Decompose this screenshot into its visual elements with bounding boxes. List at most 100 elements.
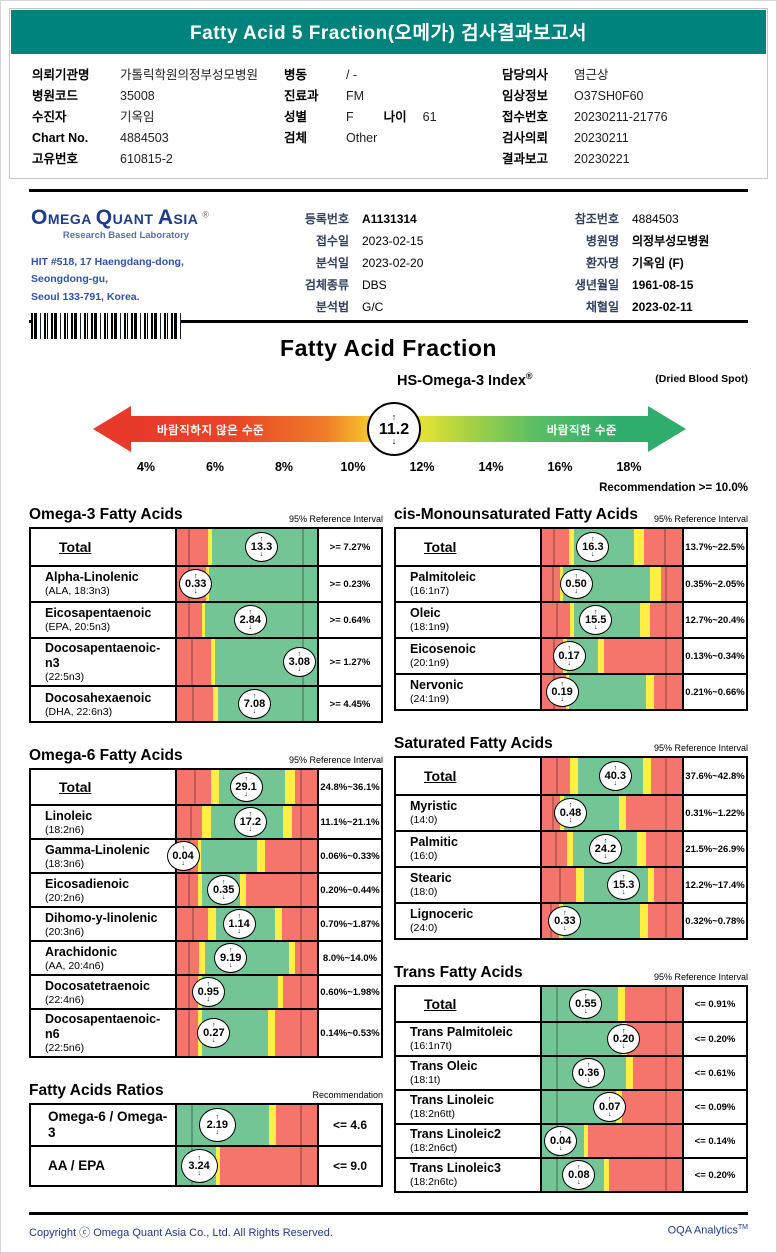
field-label: 수진자 <box>32 110 67 124</box>
reference-interval: >= 4.45% <box>317 687 381 722</box>
bar-segment-red <box>624 987 682 1021</box>
reference-range-bar: ↑ 3.08 ↓ <box>177 639 317 686</box>
patient-info-column-3: 담당의사 염근상 임상정보 O37SH0F60 접수번호 20230211-21776 검사… <box>502 65 752 170</box>
value-bubble: ↑ 16.3 ↓ <box>576 532 610 562</box>
measured-value: 0.19 <box>551 685 573 698</box>
fatty-acid-name: Trans Linoleic3 (18:2n6tc) <box>396 1159 542 1191</box>
patient-info-column-1: 의뢰기관명 가톨릭학원의정부성모병원 병원코드 35008 수진자 기옥임 Chart No… <box>32 65 284 170</box>
omega6-table-section: Omega-6 Fatty Acids 95% Reference Interva… <box>29 747 383 1059</box>
acid-notation: (18:2n6ct) <box>410 1142 458 1155</box>
acid-name: Total <box>424 767 457 784</box>
bar-segment-red <box>588 1125 682 1157</box>
bar-segment-yellow <box>603 1159 610 1191</box>
bar-tick <box>665 758 668 794</box>
value-bubble: ↑ 0.08 ↓ <box>562 1160 596 1190</box>
acid-notation: (18:1n9) <box>410 621 450 634</box>
fatty-acid-name: Docosapentaenoic-n6 (22:5n6) <box>31 1010 177 1057</box>
measured-value: 0.08 <box>568 1168 590 1181</box>
down-arrow-icon: ↓ <box>221 893 226 901</box>
down-arrow-icon: ↓ <box>197 1169 201 1177</box>
acid-notation: (20:1n9) <box>410 657 450 670</box>
measured-value: 0.95 <box>197 985 219 998</box>
fatty-acid-name: Omega-6 / Omega-3 <box>31 1105 177 1146</box>
acid-notation: (16:1n7t) <box>410 1040 453 1053</box>
fatty-acid-name: Dihomo-y-linolenic (20:3n6) <box>31 908 177 941</box>
table-row: Palmitoleic (16:1n7) ↑ 0.50 ↓ 0.35%~2.05% <box>396 565 746 601</box>
table: Total ↑ 16.3 ↓ 13.7%~22.5% Palmitoleic (16:1n7… <box>394 527 748 711</box>
bar-tick <box>192 687 195 722</box>
bar-segment-red <box>609 1159 682 1191</box>
bar-tick <box>556 1159 558 1191</box>
up-arrow-icon: ↑ <box>244 775 248 783</box>
reference-range-bar: ↑ 9.19 ↓ <box>177 942 317 975</box>
bar-tick <box>665 868 668 902</box>
reference-interval: <= 0.09% <box>682 1091 746 1123</box>
measured-value: 9.19 <box>219 951 242 964</box>
bar-segment-red <box>542 832 568 866</box>
omega3-index-gauge: 바람직하지 않은 수준 바람직한 수준 ↑ 11.2 ↓ <box>29 401 748 457</box>
bar-tick <box>191 1105 193 1146</box>
gauge-left-arrow-icon <box>93 406 131 452</box>
down-arrow-icon: ↓ <box>603 852 608 860</box>
bar-tick <box>188 529 191 565</box>
bar-segment-yellow <box>634 529 645 565</box>
table-row: Eicosadienoic (20:2n6) ↑ 0.35 ↓ 0.20%~0.44% <box>31 872 381 907</box>
index-value-marker: ↑ 11.2 ↓ <box>367 402 421 456</box>
bar-segment-red <box>649 603 682 637</box>
reference-interval: 21.5%~26.9% <box>682 832 746 866</box>
left-table-column: Omega-3 Fatty Acids 95% Reference Interva… <box>29 506 383 1217</box>
scale-tick-label: 8% <box>274 460 294 474</box>
patient-info-row: 검체 Other <box>284 128 502 149</box>
patient-info-row: Chart No. 4884503 <box>32 128 284 149</box>
bar-segment-red <box>291 806 317 839</box>
saturated-table-section: Saturated Fatty Acids 95% Reference Inter… <box>394 735 748 940</box>
bar-segment-yellow <box>202 806 211 839</box>
measured-value: 0.04 <box>172 849 194 862</box>
measured-value: 0.36 <box>577 1066 600 1079</box>
reference-range-bar: ↑ 0.20 ↓ <box>542 1023 682 1055</box>
reference-interval: 12.7%~20.4% <box>682 603 746 637</box>
down-arrow-icon: ↓ <box>586 1076 591 1084</box>
bar-segment-yellow <box>207 908 217 941</box>
fatty-acid-name: Gamma-Linolenic (18:3n6) <box>31 840 177 873</box>
bar-segment-yellow <box>267 1010 275 1057</box>
lab-info-middle-column: 등록번호 A1131314 접수일 2023-02-15 분석일 2023-02-20 검체… <box>255 208 424 318</box>
down-arrow-icon: ↓ <box>212 1036 216 1044</box>
patient-info-row: 결과보고 20230221 <box>502 149 752 170</box>
bar-tick <box>301 529 304 565</box>
patient-info-row: 수진자 기옥임 <box>32 107 284 128</box>
reference-range-bar: ↑ 7.08 ↓ <box>177 687 317 722</box>
bar-tick <box>300 770 303 805</box>
reference-interval: 11.1%~21.1% <box>317 806 381 839</box>
down-arrow-icon: ↓ <box>193 587 198 595</box>
value-bubble: ↑ 0.19 ↓ <box>545 677 579 707</box>
bar-segment-green <box>568 675 646 709</box>
up-arrow-icon: ↑ <box>563 909 567 917</box>
bar-segment-yellow <box>210 639 215 686</box>
measured-value: 0.27 <box>203 1026 225 1039</box>
bar-tick <box>665 1091 668 1123</box>
reference-range-bar: ↑ 0.95 ↓ <box>177 976 317 1009</box>
bar-tick <box>556 758 558 794</box>
table-row: Dihomo-y-linolenic (20:3n6) ↑ 1.14 ↓ 0.70%~1.… <box>31 906 381 941</box>
acid-name: Total <box>424 995 457 1012</box>
acid-name: Oleic <box>410 606 441 621</box>
table-row: Arachidonic (AA, 20:4n6) ↑ 9.19 ↓ 8.0%~14.0% <box>31 940 381 975</box>
reference-interval: 0.31%~1.22% <box>682 796 746 830</box>
fatty-acid-name: Nervonic (24:1n9) <box>396 675 542 709</box>
bar-tick <box>193 770 196 805</box>
table-row: Total ↑ 40.3 ↓ 37.6%~42.8% <box>396 758 746 794</box>
patient-info: 의뢰기관명 가톨릭학원의정부성모병원 병원코드 35008 수진자 기옥임 Chart No… <box>10 55 767 172</box>
table-row: Total ↑ 13.3 ↓ >= 7.27% <box>31 529 381 565</box>
bar-segment-yellow <box>202 603 205 637</box>
field-value: 2023-02-20 <box>362 256 424 270</box>
down-arrow-icon: ↓ <box>584 1007 588 1015</box>
field-value: 염근상 <box>574 68 609 82</box>
bar-segment-yellow <box>648 868 654 902</box>
up-arrow-icon: ↑ <box>591 535 595 543</box>
field-label: 병원코드 <box>32 89 79 103</box>
field-value: 2023-02-11 <box>632 300 693 314</box>
table-row: Docosatetraenoic (22:4n6) ↑ 0.95 ↓ 0.60%~1.98… <box>31 974 381 1009</box>
field-value: 1961-08-15 <box>632 278 694 292</box>
table-row: Nervonic (24:1n9) ↑ 0.19 ↓ 0.21%~0.66% <box>396 673 746 709</box>
